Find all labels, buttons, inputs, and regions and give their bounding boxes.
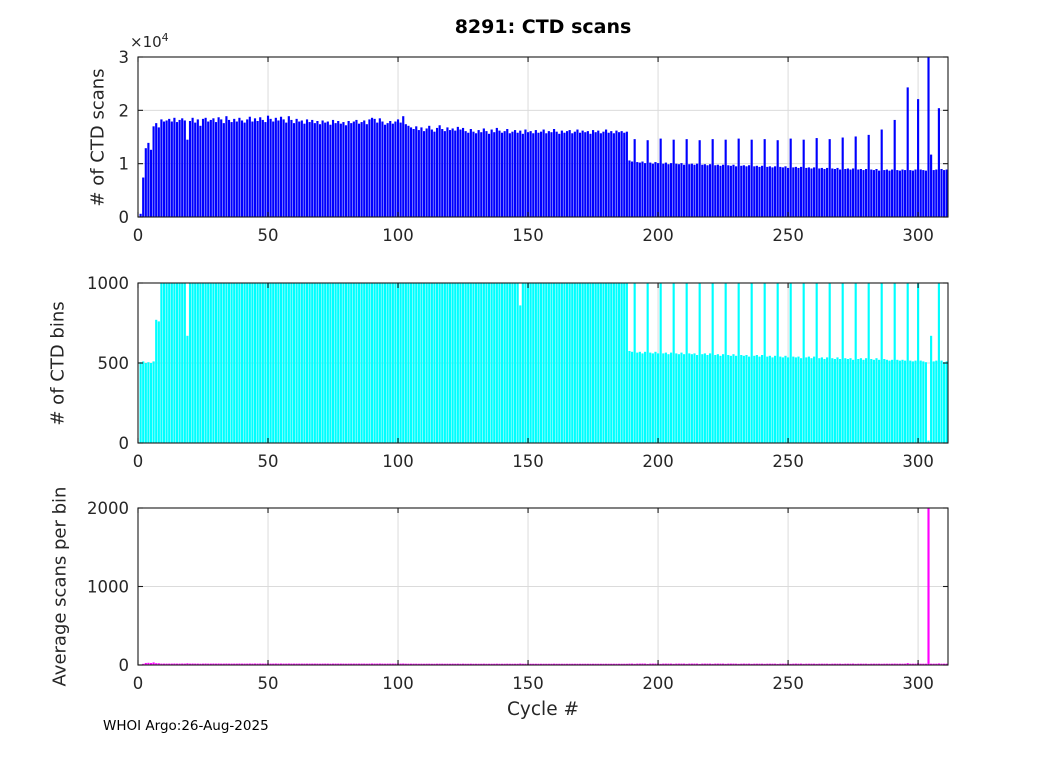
svg-text:100: 100 bbox=[382, 674, 414, 693]
svg-text:0: 0 bbox=[133, 226, 144, 245]
chart-title: 8291: CTD scans bbox=[454, 16, 632, 38]
svg-text:1000: 1000 bbox=[87, 274, 129, 293]
svg-text:50: 50 bbox=[258, 674, 279, 693]
svg-text:0: 0 bbox=[119, 208, 130, 227]
svg-text:2000: 2000 bbox=[87, 499, 129, 518]
svg-text:1000: 1000 bbox=[87, 578, 129, 597]
svg-text:100: 100 bbox=[382, 226, 414, 245]
svg-text:200: 200 bbox=[642, 452, 674, 471]
svg-text:50: 50 bbox=[258, 452, 279, 471]
ylabel-ctd-scans: # of CTD scans bbox=[87, 68, 109, 207]
svg-text:200: 200 bbox=[642, 226, 674, 245]
svg-text:2: 2 bbox=[119, 101, 130, 120]
svg-text:150: 150 bbox=[512, 674, 544, 693]
svg-text:300: 300 bbox=[902, 452, 934, 471]
svg-text:500: 500 bbox=[98, 354, 130, 373]
svg-text:50: 50 bbox=[258, 226, 279, 245]
svg-text:300: 300 bbox=[902, 226, 934, 245]
svg-text:250: 250 bbox=[772, 452, 804, 471]
svg-text:100: 100 bbox=[382, 452, 414, 471]
ylabel-avg-scans-per-bin: Average scans per bin bbox=[49, 486, 71, 687]
svg-text:300: 300 bbox=[902, 674, 934, 693]
y-axis-exponent-label: ×104 bbox=[130, 31, 169, 51]
svg-text:250: 250 bbox=[772, 226, 804, 245]
svg-text:0: 0 bbox=[133, 674, 144, 693]
svg-text:150: 150 bbox=[512, 452, 544, 471]
svg-text:0: 0 bbox=[133, 452, 144, 471]
svg-text:1: 1 bbox=[119, 155, 130, 174]
svg-text:0: 0 bbox=[119, 656, 130, 675]
svg-text:0: 0 bbox=[119, 434, 130, 453]
footer-annotation: WHOI Argo:26-Aug-2025 bbox=[103, 718, 269, 734]
svg-text:200: 200 bbox=[642, 674, 674, 693]
x-axis-label: Cycle # bbox=[507, 699, 579, 720]
svg-text:150: 150 bbox=[512, 226, 544, 245]
svg-text:3: 3 bbox=[119, 48, 130, 67]
svg-text:250: 250 bbox=[772, 674, 804, 693]
